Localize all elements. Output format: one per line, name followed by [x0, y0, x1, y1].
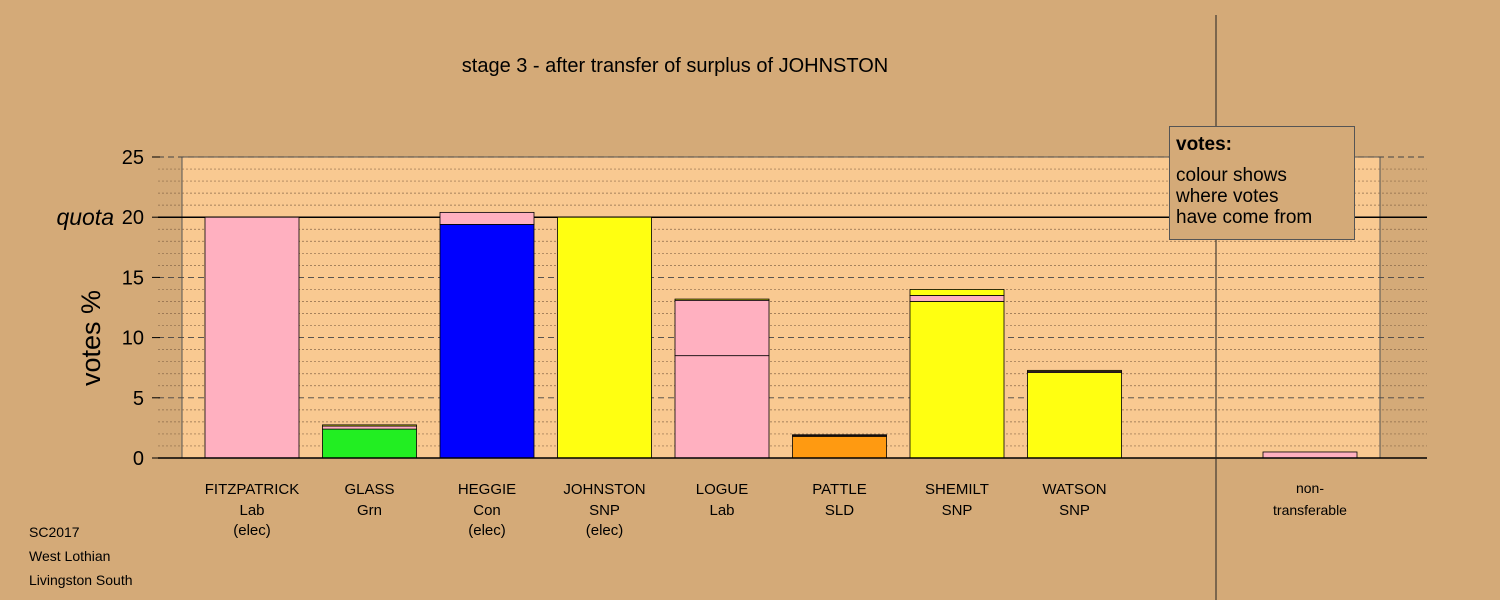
- candidate-party-label: SNP: [589, 502, 620, 519]
- bar-glass-segment: [322, 425, 417, 430]
- y-axis-label: votes %: [76, 290, 106, 386]
- chart-title: stage 3 - after transfer of surplus of J…: [462, 55, 888, 77]
- y-tick-label: 15: [122, 267, 144, 289]
- candidate-name-label: SHEMILT: [925, 481, 989, 498]
- bar-layer: [204, 211, 1358, 459]
- bar-heggie-segment: [439, 224, 535, 459]
- y-tick-label: 10: [122, 328, 144, 350]
- bar-glass-segment: [322, 424, 417, 427]
- candidate-party-label: Grn: [357, 502, 382, 519]
- axis-layer: [152, 15, 1427, 600]
- y-tick-label: 5: [133, 388, 144, 410]
- candidate-party-label: SNP: [942, 502, 973, 519]
- bar-shemilt-segment: [909, 295, 1005, 302]
- bar-logue-segment: [674, 298, 770, 301]
- candidate-name-label: WATSON: [1042, 481, 1106, 498]
- candidate-party-label: SNP: [1059, 502, 1090, 519]
- candidate-name-label: JOHNSTON: [563, 481, 645, 498]
- legend-line: colour shows: [1176, 165, 1287, 186]
- footer-ward: Livingston South: [29, 572, 133, 588]
- bar-heggie-segment: [439, 211, 535, 225]
- label-layer: 0 5 10 15 20 25 FITZPATRICK Lab (elec) GLASS Grn HE…: [122, 147, 1347, 539]
- legend-line: where votes: [1176, 186, 1279, 207]
- bar-logue-segment: [674, 299, 770, 357]
- candidate-party-label: SLD: [825, 502, 854, 519]
- quota-label: quota: [56, 204, 114, 230]
- candidate-name-label: PATTLE: [812, 481, 866, 498]
- bar-fitzpatrick-segment: [204, 216, 300, 459]
- candidate-status-label: (elec): [233, 522, 271, 539]
- candidate-status-label: (elec): [468, 522, 506, 539]
- nontransferable-label: non-: [1296, 480, 1324, 496]
- footer-election: SC2017: [29, 524, 80, 540]
- bar-watson-segment: [1027, 372, 1122, 459]
- bar-nontransferable-segment: [1262, 451, 1358, 459]
- candidate-name-label: LOGUE: [696, 481, 749, 498]
- candidate-status-label: (elec): [586, 522, 624, 539]
- candidate-name-label: HEGGIE: [458, 481, 516, 498]
- bar-watson-segment: [1027, 369, 1122, 372]
- bar-logue-segment: [674, 355, 770, 459]
- bar-shemilt-segment: [909, 301, 1005, 459]
- candidate-party-label: Lab: [709, 502, 734, 519]
- bar-pattle-segment: [792, 435, 887, 459]
- candidate-party-label: Con: [473, 502, 501, 519]
- candidate-name-label: FITZPATRICK: [205, 481, 299, 498]
- candidate-name-label: GLASS: [344, 481, 394, 498]
- legend-title: votes:: [1176, 134, 1232, 155]
- bar-glass-segment: [322, 428, 417, 459]
- nontransferable-label: transferable: [1273, 502, 1347, 518]
- footer-council: West Lothian: [29, 548, 111, 564]
- bar-johnston-segment: [557, 216, 652, 459]
- legend-box: votes: colour shows where votes have com…: [1169, 126, 1355, 240]
- bar-shemilt-segment: [909, 289, 1005, 296]
- candidate-party-label: Lab: [239, 502, 264, 519]
- y-tick-label: 25: [122, 147, 144, 169]
- y-tick-label: 20: [122, 207, 144, 229]
- legend-line: have come from: [1176, 207, 1313, 228]
- footer-info: SC2017 West Lothian Livingston South: [29, 520, 133, 592]
- bar-pattle-segment: [792, 434, 887, 436]
- y-tick-label: 0: [133, 448, 144, 470]
